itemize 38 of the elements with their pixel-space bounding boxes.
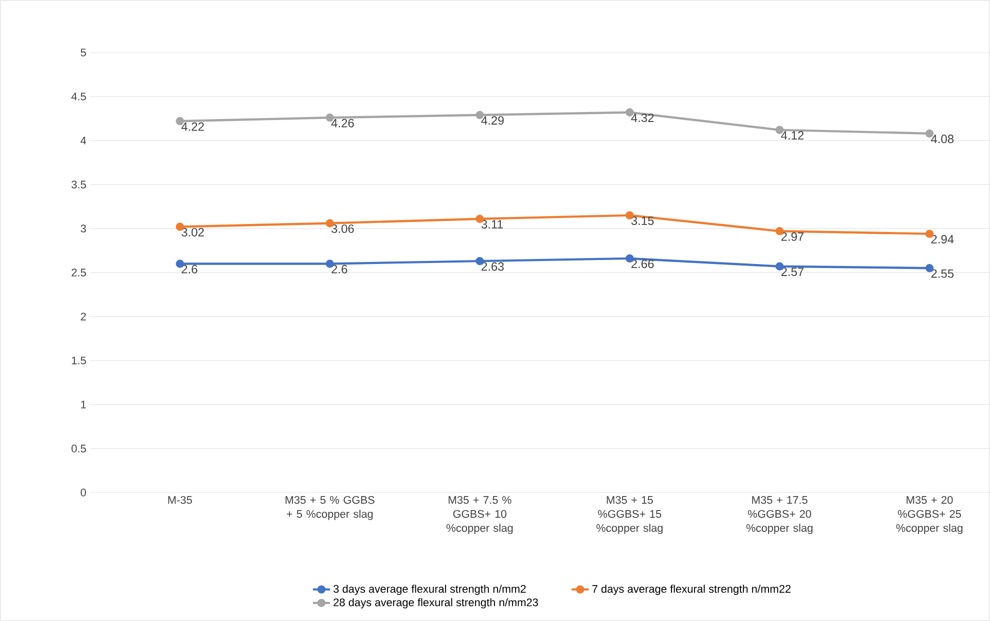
x-tick-label: M35 + 17.5 %GGBS+ 20 %copper slag bbox=[746, 496, 812, 534]
y-tick-label: 2.5 bbox=[72, 268, 86, 276]
x-tick-label: M-35 bbox=[168, 496, 192, 504]
y-tick-label: 2 bbox=[80, 312, 86, 320]
y-tick-label: 0.5 bbox=[72, 444, 86, 452]
x-tick-label: M35 + 5 % GGBS + 5 %copper slag bbox=[286, 496, 374, 520]
x-tick-label: M35 + 7.5 % GGBS+ 10 %copper slag bbox=[446, 496, 513, 534]
legend-label: 7 days average flexural strength n/mm22 bbox=[592, 584, 791, 595]
y-tick-label: 4.5 bbox=[71, 92, 86, 100]
x-tick-label: M35 + 15 %GGBS+ 15 %copper slag bbox=[596, 496, 663, 534]
data-label: 2.63 bbox=[482, 262, 504, 271]
data-label: 4.29 bbox=[481, 116, 504, 125]
legend-label: 3 days average flexural strength n/mm2 bbox=[333, 584, 526, 595]
data-label: 4.26 bbox=[331, 118, 354, 128]
data-label: 4.22 bbox=[181, 122, 204, 131]
data-label: 3.02 bbox=[182, 228, 204, 236]
legend-label: 28 days average flexural strength n/mm23 bbox=[334, 598, 538, 608]
y-tick-label: 0 bbox=[80, 488, 86, 496]
data-label: 2.55 bbox=[931, 269, 954, 278]
data-label: 2.6 bbox=[332, 264, 348, 274]
y-tick-label: 3.5 bbox=[72, 180, 86, 188]
data-label: 4.32 bbox=[631, 114, 654, 122]
data-label: 4.08 bbox=[930, 134, 954, 144]
y-tick-label: 3 bbox=[80, 224, 86, 232]
data-label: 2.94 bbox=[931, 235, 954, 244]
data-label: 3.11 bbox=[481, 220, 503, 229]
y-tick-label: 4 bbox=[80, 136, 86, 144]
data-label: 2.97 bbox=[781, 232, 804, 241]
data-label: 2.6 bbox=[182, 264, 198, 274]
y-tick-label: 1.5 bbox=[72, 356, 86, 364]
x-tick-label: M35 + 20 %GGBS+ 25 %copper slag bbox=[896, 496, 962, 534]
y-tick-label: 5 bbox=[80, 48, 86, 56]
data-label: 3.15 bbox=[631, 216, 654, 226]
data-label: 4.12 bbox=[781, 131, 804, 140]
data-label: 2.57 bbox=[781, 268, 804, 276]
data-label: 3.06 bbox=[331, 224, 354, 233]
data-label: 2.66 bbox=[631, 260, 654, 268]
y-tick-label: 1 bbox=[81, 400, 86, 408]
